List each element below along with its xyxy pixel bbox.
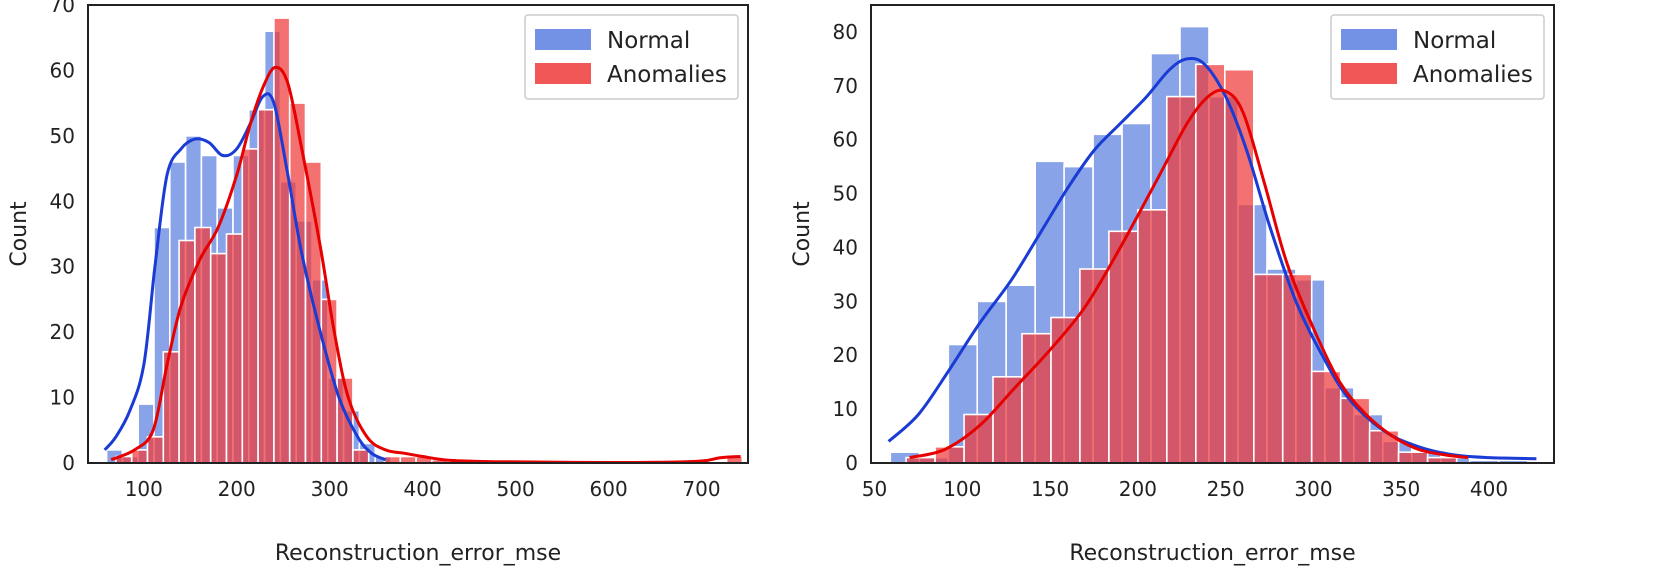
x-tick-label: 200 [218, 477, 256, 501]
anomaly-bar [1050, 316, 1081, 464]
anomaly-bar [209, 252, 228, 464]
y-tick-label: 0 [62, 451, 75, 475]
normal-kde-line [103, 92, 387, 462]
x-tick-label: 700 [682, 477, 720, 501]
anomaly-bars [115, 17, 744, 464]
x-tick-label: 100 [125, 477, 163, 501]
y-tick-label: 70 [833, 74, 858, 98]
anomaly-bar [1137, 209, 1168, 464]
x-tick-label: 600 [590, 477, 628, 501]
anomaly-bars [905, 63, 1458, 464]
y-tick-label: 40 [50, 189, 75, 213]
x-tick-label: 400 [1470, 477, 1508, 501]
y-tick-label: 10 [833, 397, 858, 421]
anomaly-bar [241, 148, 259, 464]
legend: Normal Anomalies [1330, 14, 1545, 100]
y-tick-label: 20 [50, 320, 75, 344]
anomaly-legend-swatch [535, 63, 591, 84]
y-tick-label: 60 [833, 128, 858, 152]
normal-legend-label: Normal [1413, 28, 1496, 54]
anomaly-bar [992, 375, 1023, 464]
y-tick-label: 10 [50, 386, 75, 410]
anomaly-bar [146, 435, 165, 464]
anomaly-bar [225, 233, 244, 464]
x-tick-label: 300 [1294, 477, 1332, 501]
anomaly-bar [1224, 68, 1255, 464]
x-tick-label: 200 [1119, 477, 1157, 501]
y-tick-label: 50 [50, 124, 75, 148]
anomaly-legend-label: Anomalies [607, 62, 727, 88]
x-tick-label: 250 [1207, 477, 1245, 501]
y-tick-label: 0 [845, 451, 858, 475]
x-tick-label: 50 [862, 477, 887, 501]
anomaly-bar [934, 445, 965, 464]
x-axis-title: Reconstruction_error_mse [1069, 541, 1355, 566]
x-tick-label: 350 [1382, 477, 1420, 501]
y-tick-label: 40 [833, 236, 858, 260]
y-axis-title: Count [7, 201, 32, 267]
anomaly-bar [352, 449, 370, 464]
anomaly-bar [963, 413, 994, 464]
anomaly-bar [1195, 63, 1226, 464]
normal-legend-swatch [535, 29, 591, 50]
anomaly-bar [1079, 268, 1110, 464]
anomaly-bar [1253, 273, 1284, 464]
anomaly-legend-label: Anomalies [1413, 62, 1533, 88]
y-tick-label: 30 [50, 255, 75, 279]
anomaly-bar [1108, 230, 1139, 464]
plot-frame [870, 4, 1555, 464]
left-histogram: 100 200 300 400 500 600 700 0 10 20 30 40 50 60 70 Reco… [7, 0, 749, 566]
x-tick-label: 150 [1031, 477, 1069, 501]
right-histogram: 50 100 150 200 250 300 350 400 0 10 20 30 40 50 60 70 80… [790, 4, 1555, 566]
x-tick-label: 500 [497, 477, 535, 501]
anomaly-bar [1166, 95, 1197, 464]
y-tick-label: 50 [833, 182, 858, 206]
y-axis-title: Count [790, 201, 815, 267]
x-tick-label: 300 [311, 477, 349, 501]
y-tick-label: 30 [833, 289, 858, 313]
normal-legend-swatch [1341, 29, 1397, 50]
anomaly-bar [1310, 370, 1342, 464]
x-tick-label: 100 [943, 477, 981, 501]
x-tick-label: 400 [404, 477, 442, 501]
legend: Normal Anomalies [524, 14, 739, 100]
y-tick-label: 20 [833, 343, 858, 367]
anomaly-bar [257, 108, 275, 464]
y-tick-label: 80 [833, 20, 858, 44]
y-tick-label: 70 [50, 0, 75, 17]
anomaly-legend-swatch [1341, 63, 1397, 84]
y-tick-label: 60 [50, 58, 75, 82]
plot-frame [87, 4, 749, 464]
anomaly-bar [1397, 451, 1429, 464]
x-axis-title: Reconstruction_error_mse [275, 541, 561, 566]
normal-legend-label: Normal [607, 28, 690, 54]
anomaly-kde-line [909, 88, 1469, 460]
